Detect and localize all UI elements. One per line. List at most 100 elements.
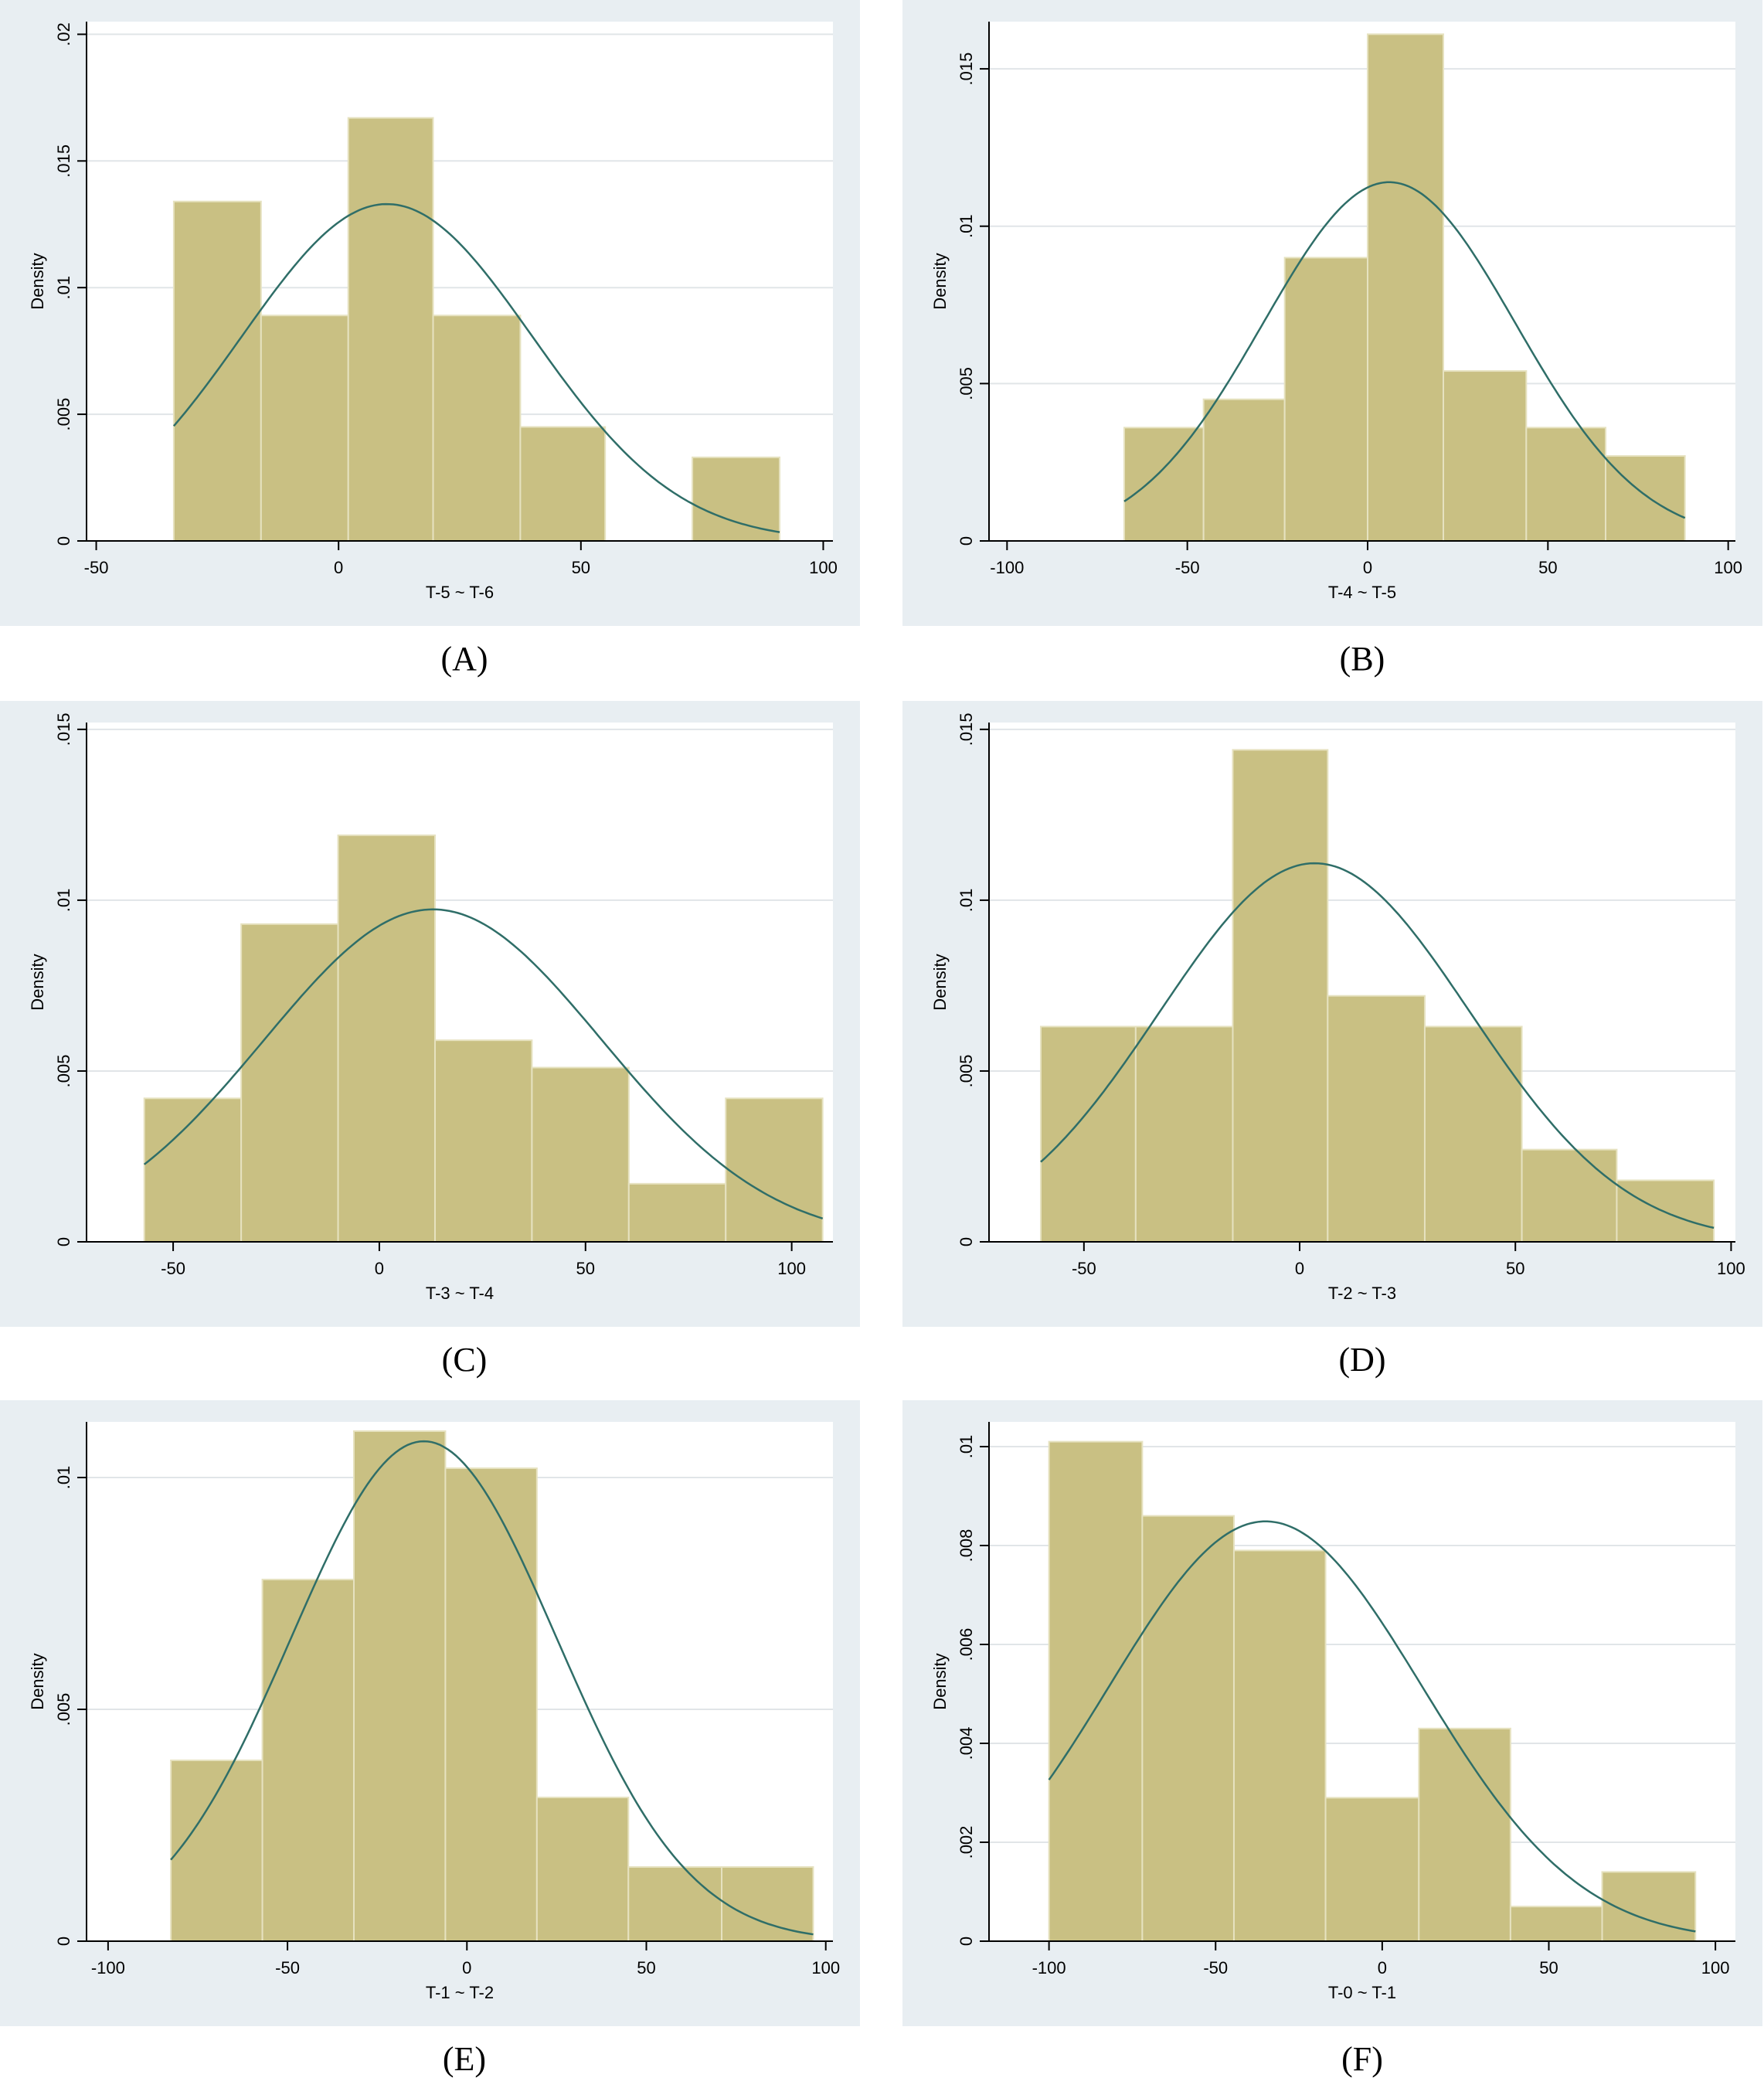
- x-tick-label: 0: [375, 1259, 384, 1278]
- y-axis-title: Density: [930, 954, 950, 1010]
- x-tick-label: -50: [1203, 1958, 1228, 1977]
- y-tick-label: .005: [957, 367, 976, 400]
- x-tick-label: -50: [275, 1958, 300, 1977]
- x-tick-label: 0: [1295, 1259, 1304, 1278]
- y-tick-label: .006: [957, 1628, 976, 1661]
- histogram-bar-6: [692, 456, 780, 542]
- histogram-bar-7: [1616, 1179, 1715, 1243]
- histogram-bar-3: [337, 834, 436, 1243]
- histogram-bar-2: [1134, 1025, 1234, 1243]
- x-tick-label: 50: [572, 558, 590, 577]
- histogram-bar-1: [170, 1760, 263, 1942]
- panel-caption: (D): [1338, 1341, 1385, 1379]
- histogram-bar-4: [1327, 995, 1426, 1243]
- histogram-panel-6: -100 -50 0 50 100 0 .002 .004 .006 .008 .01 T-0 ~ T…: [902, 1400, 1762, 2078]
- normal-density-curve: [170, 1440, 814, 1936]
- y-tick-label: .005: [54, 398, 73, 431]
- x-tick-label: -100: [990, 558, 1024, 577]
- x-axis-title: T-1 ~ T-2: [426, 1983, 494, 2002]
- x-tick-label: 50: [576, 1259, 595, 1278]
- histogram-bar-5: [1443, 370, 1528, 542]
- x-tick-label: -50: [1072, 1259, 1096, 1278]
- histogram-bar-5: [519, 426, 607, 542]
- y-tick-label: .01: [957, 214, 976, 238]
- y-tick-label: .01: [957, 1435, 976, 1459]
- y-axis-title: Density: [930, 253, 950, 309]
- histogram-bar-7: [721, 1866, 814, 1942]
- histogram-bar-6: [1521, 1148, 1618, 1243]
- y-tick-label: .01: [54, 1466, 73, 1490]
- y-tick-label: 0: [957, 1237, 976, 1246]
- normal-density-curve: [143, 908, 824, 1219]
- y-axis-title: Density: [28, 954, 47, 1010]
- histogram-bar-1: [1048, 1440, 1144, 1943]
- y-tick-label: .005: [54, 1055, 73, 1088]
- x-tick-label: -50: [84, 558, 109, 577]
- y-tick-label: .005: [957, 1055, 976, 1088]
- normal-density-curve: [172, 202, 780, 533]
- histogram-bar-1: [1123, 427, 1205, 542]
- histogram-bar-3: [1232, 1549, 1327, 1942]
- panel-caption: (B): [1340, 640, 1385, 678]
- histogram-bar-7: [1605, 455, 1686, 542]
- panel-caption: (C): [442, 1341, 488, 1379]
- histogram-panel-3: -50 0 50 100 0 .005 .01 .015 T-3 ~ T-4 Density (C): [0, 701, 860, 1379]
- histogram-bar-3: [352, 1430, 447, 1942]
- y-tick-label: 0: [54, 536, 73, 546]
- x-axis-title: T-4 ~ T-5: [1328, 583, 1396, 602]
- histogram-bar-5: [1418, 1727, 1511, 1942]
- histogram-bar-3: [347, 117, 434, 542]
- histogram-bar-6: [627, 1866, 723, 1942]
- y-tick-label: .015: [957, 712, 976, 746]
- histogram-bar-4: [1324, 1797, 1420, 1943]
- panel-caption: (E): [443, 2040, 486, 2078]
- y-tick-label: 0: [54, 1237, 73, 1246]
- x-tick-label: 0: [462, 1958, 471, 1977]
- y-tick-label: .015: [957, 53, 976, 86]
- y-tick-label: .01: [54, 276, 73, 300]
- histogram-bar-4: [432, 315, 522, 542]
- y-tick-label: .015: [54, 712, 73, 746]
- x-tick-label: 50: [1506, 1259, 1524, 1278]
- histogram-panel-1: -50 0 50 100 0 .005 .01 .015 .02 T-5 ~ T-6 Density…: [0, 0, 860, 678]
- histogram-bar-4: [1367, 33, 1444, 542]
- histogram-bar-4: [444, 1467, 538, 1942]
- histogram-panel-5: -100 -50 0 50 100 0 .005 .01 T-1 ~ T-2 Density (E): [0, 1400, 860, 2078]
- histogram-bar-2: [260, 315, 349, 542]
- histogram-bar-2: [1202, 398, 1286, 542]
- histogram-bar-5: [1423, 1025, 1523, 1243]
- x-tick-label: 0: [1363, 558, 1372, 577]
- x-tick-label: 50: [1539, 1958, 1558, 1977]
- histogram-bar-5: [535, 1797, 630, 1942]
- normal-density-curve: [1123, 181, 1686, 519]
- y-tick-label: .008: [957, 1529, 976, 1563]
- histogram-panel-2: -100 -50 0 50 100 0 .005 .01 .015 T-4 ~ T-5 Densit…: [902, 0, 1762, 678]
- histogram-bar-2: [240, 923, 339, 1243]
- x-tick-label: -100: [91, 1958, 125, 1977]
- x-axis-title: T-2 ~ T-3: [1328, 1284, 1396, 1303]
- x-tick-label: 100: [1717, 1259, 1745, 1278]
- y-tick-label: 0: [957, 536, 976, 546]
- x-tick-label: 50: [637, 1958, 655, 1977]
- histogram-bar-2: [1141, 1515, 1235, 1943]
- y-axis-title: Density: [930, 1653, 950, 1709]
- histogram-bar-6: [1509, 1906, 1603, 1943]
- histogram-bar-4: [433, 1039, 533, 1243]
- y-axis-title: Density: [28, 253, 47, 309]
- x-tick-label: 0: [1378, 1958, 1387, 1977]
- histogram-bar-1: [1040, 1025, 1137, 1243]
- y-tick-label: .01: [54, 889, 73, 913]
- x-tick-label: 100: [1714, 558, 1742, 577]
- y-tick-label: .004: [957, 1727, 976, 1760]
- y-axis-title: Density: [28, 1653, 47, 1709]
- y-tick-label: .002: [957, 1826, 976, 1859]
- x-axis-title: T-0 ~ T-1: [1328, 1983, 1396, 2002]
- y-tick-label: .02: [54, 22, 73, 46]
- y-tick-label: .01: [957, 889, 976, 913]
- x-tick-label: 0: [334, 558, 343, 577]
- histogram-bar-7: [725, 1097, 824, 1243]
- histogram-bar-7: [1601, 1871, 1697, 1943]
- x-tick-label: -50: [1175, 558, 1200, 577]
- histogram-bar-3: [1283, 257, 1368, 542]
- x-tick-label: 100: [809, 558, 838, 577]
